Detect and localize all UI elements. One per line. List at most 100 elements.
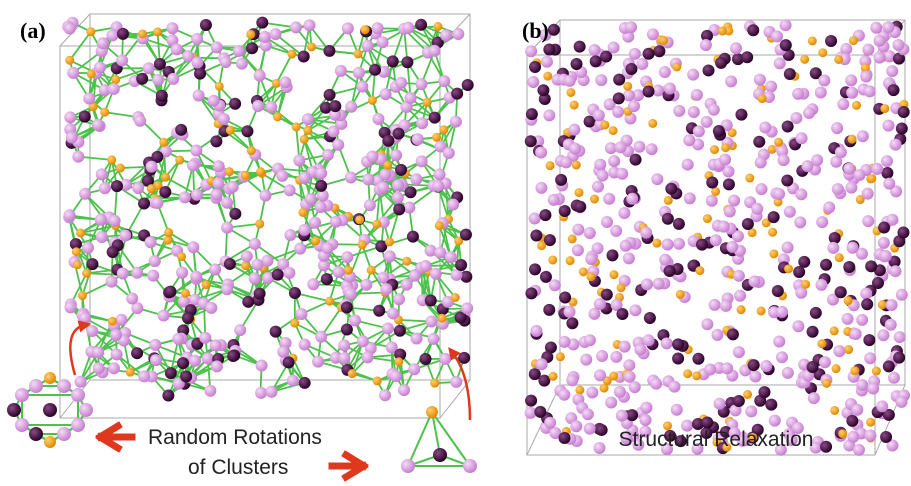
atom [790, 112, 802, 124]
atom [872, 367, 881, 376]
atom [411, 332, 423, 344]
atom [867, 382, 879, 394]
atom [390, 370, 402, 382]
atom [451, 88, 463, 100]
atom [299, 338, 311, 350]
atom [840, 43, 852, 55]
atom [364, 199, 376, 211]
atom [650, 378, 662, 390]
atom [643, 85, 655, 97]
atom [356, 81, 368, 93]
atom [362, 173, 374, 185]
atom [693, 125, 705, 137]
atom [832, 364, 841, 373]
atom [345, 172, 357, 184]
atom [781, 175, 793, 187]
atom [830, 406, 839, 415]
atom [853, 444, 865, 456]
atom [835, 286, 847, 298]
atom [525, 45, 537, 57]
atom [572, 244, 584, 256]
atom [701, 318, 713, 330]
atom [703, 214, 712, 223]
atom [568, 234, 577, 243]
atom [420, 260, 432, 272]
atom [401, 279, 413, 291]
atom [429, 112, 441, 124]
atom [881, 155, 893, 167]
atom [623, 89, 635, 101]
atom [818, 75, 830, 87]
atom [136, 73, 148, 85]
atom [618, 207, 630, 219]
atom [7, 403, 21, 417]
atom [252, 100, 264, 112]
annotation: of Clusters [188, 456, 288, 479]
atom [629, 304, 641, 316]
atom [109, 215, 121, 227]
atom [134, 115, 146, 127]
atom [462, 79, 474, 91]
atom [854, 169, 866, 181]
atom [845, 74, 857, 86]
atom [815, 87, 827, 99]
atom [64, 111, 76, 123]
atom [439, 125, 448, 134]
atom [630, 154, 642, 166]
atom [684, 192, 696, 204]
atom [110, 329, 122, 341]
atom [72, 247, 81, 256]
atom [71, 418, 85, 432]
atom [628, 100, 640, 112]
atom [851, 404, 863, 416]
atom [283, 356, 295, 368]
atom [180, 371, 192, 383]
atom [773, 335, 785, 347]
atom [613, 74, 625, 86]
atom [153, 27, 162, 36]
atom [251, 259, 263, 271]
atom [768, 211, 780, 223]
atom [182, 312, 194, 324]
atom [458, 352, 470, 364]
atom [289, 287, 301, 299]
atom [544, 417, 556, 429]
atom [856, 379, 868, 391]
atom [794, 216, 806, 228]
atom [71, 388, 85, 402]
atom [430, 268, 442, 280]
atom [537, 84, 549, 96]
atom [624, 371, 636, 383]
atom [132, 182, 144, 194]
atom [626, 193, 638, 205]
atom [15, 388, 29, 402]
atom [95, 214, 107, 226]
atom [664, 265, 676, 277]
atom [725, 75, 737, 87]
atom [769, 249, 778, 258]
atom [438, 75, 450, 87]
atom [270, 28, 282, 40]
atom [860, 70, 872, 82]
atom [613, 92, 625, 104]
atom [709, 299, 721, 311]
atom [822, 379, 831, 388]
atom [753, 136, 765, 148]
atom [249, 238, 261, 250]
atom [860, 288, 872, 300]
atom [255, 387, 267, 399]
atom [530, 325, 542, 337]
atom [863, 334, 875, 346]
atom [211, 189, 223, 201]
atom [256, 167, 265, 176]
atom [373, 376, 382, 385]
atom [440, 29, 452, 41]
atom [653, 278, 665, 290]
atom [593, 109, 605, 121]
atom [768, 228, 777, 237]
atom [856, 314, 868, 326]
atom [683, 369, 692, 378]
atom [748, 359, 760, 371]
atom [190, 271, 202, 283]
atom [818, 48, 827, 57]
